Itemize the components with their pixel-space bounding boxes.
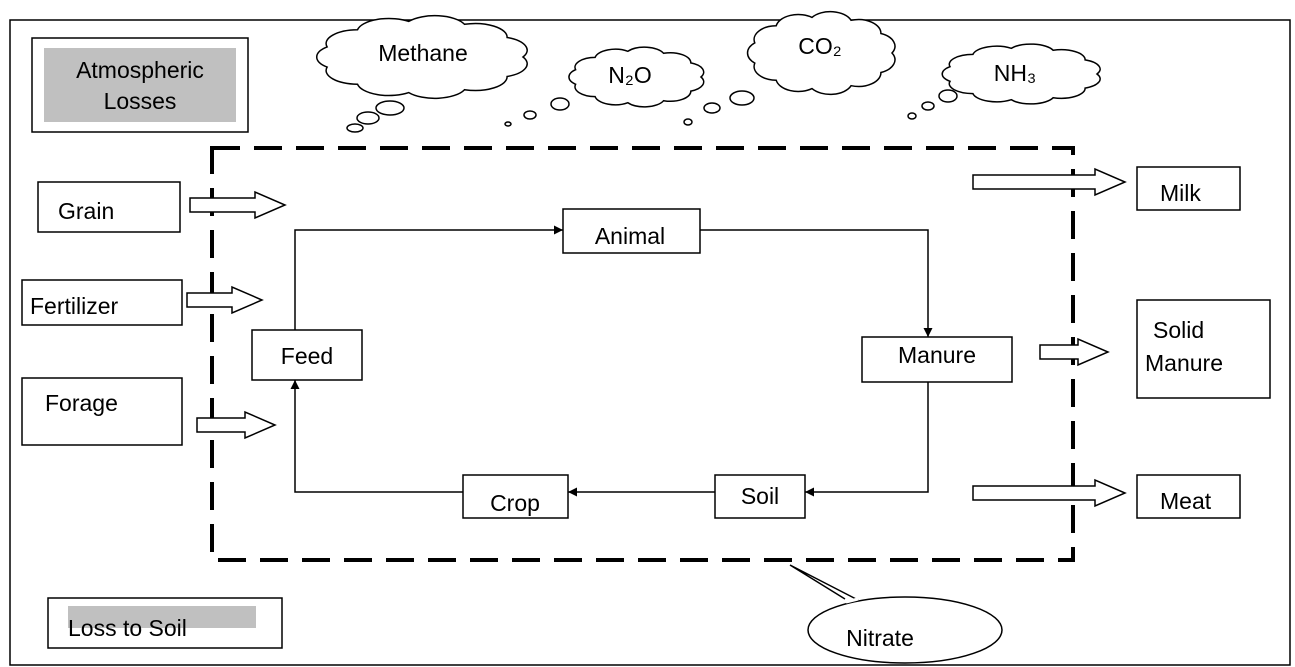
cloud [941, 43, 1101, 105]
legend-label: Losses [104, 88, 177, 114]
output-box [1136, 299, 1271, 399]
input-label: Fertilizer [30, 293, 119, 319]
gas-label: Methane [378, 40, 468, 66]
legend-label: Loss to Soil [68, 615, 187, 641]
output-label: Meat [1160, 488, 1212, 514]
callout [807, 596, 1003, 664]
output-box [1136, 166, 1241, 211]
output-box [1136, 474, 1241, 519]
cloud [315, 14, 528, 100]
cloud-bubble [938, 89, 958, 103]
cycle-box [714, 474, 806, 519]
flow-arrow [700, 229, 933, 337]
input-label: Grain [58, 198, 114, 224]
cloud-bubble [356, 111, 380, 125]
gas-label: NH₃ [994, 60, 1037, 86]
input-box [37, 181, 181, 233]
cloud-bubble [907, 112, 917, 120]
legend-label: Atmospheric [76, 57, 204, 83]
callout-join [845, 597, 859, 604]
clouds: Methane N₂O CO₂ NH₃ [315, 10, 1101, 133]
cloud-bubble [523, 110, 537, 120]
hollow-arrow [196, 410, 277, 440]
cloud-bubble [504, 121, 512, 127]
cloud-bubble [550, 97, 570, 111]
cycle-label: Feed [281, 343, 333, 369]
cloud-bubble [703, 102, 721, 114]
callout-label: Nitrate [846, 625, 914, 651]
cloud-bubble [683, 118, 693, 126]
hollow-arrows [186, 167, 1127, 508]
output-label: Solid [1153, 317, 1204, 343]
cycle-label: Soil [741, 483, 779, 509]
frame [9, 19, 1291, 666]
cloud [568, 46, 705, 108]
input-box [21, 377, 183, 446]
flow-arrow [290, 380, 463, 493]
cloud [746, 10, 896, 96]
cycle-box [562, 208, 701, 254]
cycle-box [251, 329, 363, 381]
hollow-arrow [189, 190, 287, 220]
hollow-arrow [972, 167, 1127, 197]
cycle-box [462, 474, 569, 519]
callout-tail [789, 564, 859, 601]
hollow-arrow [186, 285, 264, 315]
hollow-arrow [1039, 337, 1110, 367]
gas-label: CO₂ [798, 33, 841, 59]
legend-shade [68, 606, 256, 628]
output-label: Manure [1145, 350, 1223, 376]
input-label: Forage [45, 390, 118, 416]
output-label: Milk [1160, 180, 1201, 206]
cloud-bubble [375, 100, 405, 116]
cycle-label: Manure [898, 342, 976, 368]
cloud-bubble [346, 123, 364, 133]
cycle-label: Animal [595, 223, 665, 249]
cycle-box [861, 336, 1013, 383]
legend-shade [44, 48, 236, 122]
cloud-bubble [729, 90, 755, 106]
cycle-label: Crop [490, 490, 540, 516]
hollow-arrow [972, 478, 1127, 508]
cloud-bubble [921, 101, 935, 111]
flow-arrow [805, 382, 929, 497]
gas-label: N₂O [608, 62, 651, 88]
input-box [21, 279, 183, 326]
flow-arrow [294, 225, 563, 330]
